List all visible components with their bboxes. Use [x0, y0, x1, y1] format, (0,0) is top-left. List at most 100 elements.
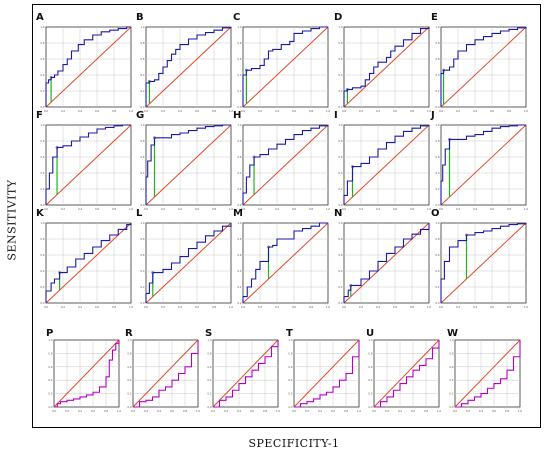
- roc-curve: [242, 26, 328, 107]
- y-tick-label: 0.0: [338, 105, 342, 109]
- x-tick-label: 0.2: [61, 207, 65, 211]
- reference-line: [145, 26, 232, 108]
- panel-letter: S: [205, 328, 212, 339]
- y-tick-label: 0.6: [435, 57, 439, 61]
- y-tick-label: 0.6: [48, 365, 52, 369]
- y-tick-label: 0.4: [435, 269, 439, 273]
- y-tick-label: 0.2: [237, 285, 241, 289]
- roc-panel-b: 0.00.0 0.2 0.2 0.4 0.4 0.6 0.6 0.8 0.8 1.0 1.0 B: [136, 12, 233, 113]
- x-tick-label: 1.0: [427, 109, 431, 113]
- roc-curve: [133, 340, 199, 408]
- x-tick-label: 0.2: [456, 207, 460, 211]
- y-tick-label: 1.0: [40, 221, 44, 225]
- y-tick-label: 1.0: [338, 123, 342, 127]
- x-tick-label: 0.8: [183, 409, 187, 413]
- x-tick-label: 0.6: [393, 305, 397, 309]
- y-tick-label: 0.2: [435, 187, 439, 191]
- y-tick-label: 0.0: [237, 301, 241, 305]
- y-tick-label: 0.6: [40, 253, 44, 257]
- roc-curve: [45, 26, 131, 107]
- y-tick-label: 0.0: [140, 301, 144, 305]
- y-tick-label: 0.8: [127, 351, 131, 355]
- reference-line: [132, 339, 199, 408]
- y-tick-label: 0.6: [449, 365, 453, 369]
- x-tick-label: 0.2: [258, 109, 262, 113]
- x-tick-label: 0.2: [258, 305, 262, 309]
- y-tick-label: 0.6: [435, 155, 439, 159]
- y-tick-label: 0.8: [435, 139, 439, 143]
- x-tick-label: 0.2: [456, 109, 460, 113]
- y-tick-label: 1.0: [140, 123, 144, 127]
- x-tick-label: 0.4: [376, 109, 380, 113]
- x-tick-label: 0.4: [237, 409, 241, 413]
- x-tick-label: 0.8: [507, 305, 511, 309]
- x-tick-label: 0.2: [258, 207, 262, 211]
- y-tick-label: 0.0: [338, 203, 342, 207]
- x-tick-label: 0.2: [385, 409, 389, 413]
- x-tick-label: 0.2: [61, 305, 65, 309]
- y-tick-label: 0.8: [237, 41, 241, 45]
- x-tick-label: 0.4: [178, 305, 182, 309]
- y-tick-label: 0.4: [237, 269, 241, 273]
- x-tick-label: 0.8: [505, 409, 509, 413]
- panel-letter: D: [334, 12, 342, 23]
- y-tick-label: 0.8: [368, 351, 372, 355]
- roc-curve: [343, 223, 430, 303]
- roc-curve: [45, 124, 131, 205]
- y-tick-label: 0.4: [288, 378, 292, 382]
- x-tick-label: 0.0: [241, 109, 245, 113]
- y-tick-label: 0.4: [40, 269, 44, 273]
- y-tick-label: 0.4: [207, 378, 211, 382]
- y-tick-label: 1.0: [449, 338, 453, 342]
- y-tick-label: 1.0: [140, 25, 144, 29]
- panel-letter: F: [36, 110, 43, 121]
- x-tick-label: 0.6: [195, 207, 199, 211]
- x-tick-label: 0.6: [490, 207, 494, 211]
- x-tick-label: 0.2: [161, 207, 165, 211]
- x-tick-label: 0.2: [144, 409, 148, 413]
- y-tick-label: 0.4: [338, 73, 342, 77]
- x-tick-label: 0.2: [359, 305, 363, 309]
- y-tick-label: 1.0: [40, 25, 44, 29]
- x-tick-label: 0.6: [492, 409, 496, 413]
- y-tick-label: 0.4: [435, 171, 439, 175]
- x-tick-label: 0.0: [241, 207, 245, 211]
- y-tick-label: 0.8: [435, 41, 439, 45]
- y-tick-label: 0.4: [237, 73, 241, 77]
- roc-panel-c: 0.00.0 0.2 0.2 0.4 0.4 0.6 0.6 0.8 0.8 1.0 1.0 C: [233, 12, 330, 113]
- x-tick-label: 0.2: [359, 109, 363, 113]
- reference-line: [45, 26, 132, 108]
- roc-panel-d: 0.00.0 0.2 0.2 0.4 0.4 0.6 0.6 0.8 0.8 1.0 1.0 D: [334, 12, 431, 113]
- y-tick-label: 0.2: [140, 187, 144, 191]
- y-tick-label: 1.0: [435, 25, 439, 29]
- x-tick-label: 0.4: [318, 409, 322, 413]
- y-tick-label: 0.2: [127, 392, 131, 396]
- y-tick-label: 0.6: [368, 365, 372, 369]
- x-tick-label: 0.0: [144, 109, 148, 113]
- panel-letter: M: [233, 208, 243, 219]
- y-tick-label: 1.0: [435, 123, 439, 127]
- reference-line: [242, 222, 329, 304]
- y-tick-label: 0.6: [435, 253, 439, 257]
- reference-line: [145, 124, 232, 206]
- roc-panel-j: 0.00.00.20.20.40.40.60.60.80.81.01.0J: [430, 110, 528, 211]
- y-tick-label: 1.0: [207, 338, 211, 342]
- y-tick-label: 0.2: [449, 392, 453, 396]
- panel-letter: A: [36, 12, 44, 23]
- y-tick-label: 0.2: [368, 392, 372, 396]
- panel-letter: L: [136, 208, 143, 219]
- y-tick-label: 0.2: [140, 89, 144, 93]
- x-tick-label: 1.0: [524, 207, 528, 211]
- y-tick-label: 0.6: [140, 155, 144, 159]
- y-tick-label: 0.6: [140, 57, 144, 61]
- panel-letter: E: [431, 12, 438, 23]
- x-tick-label: 0.8: [112, 207, 116, 211]
- y-tick-label: 0.8: [140, 41, 144, 45]
- x-tick-label: 0.2: [359, 207, 363, 211]
- roc-panel-a: 0.00.0 0.2 0.2 0.4 0.4 0.6 0.6 0.8 0.8 1.0 1.0 A: [36, 12, 133, 113]
- y-tick-label: 0.0: [338, 301, 342, 305]
- x-tick-label: 0.8: [507, 109, 511, 113]
- y-tick-label: 0.6: [40, 57, 44, 61]
- panel-letter: K: [36, 208, 45, 219]
- y-tick-label: 0.8: [435, 237, 439, 241]
